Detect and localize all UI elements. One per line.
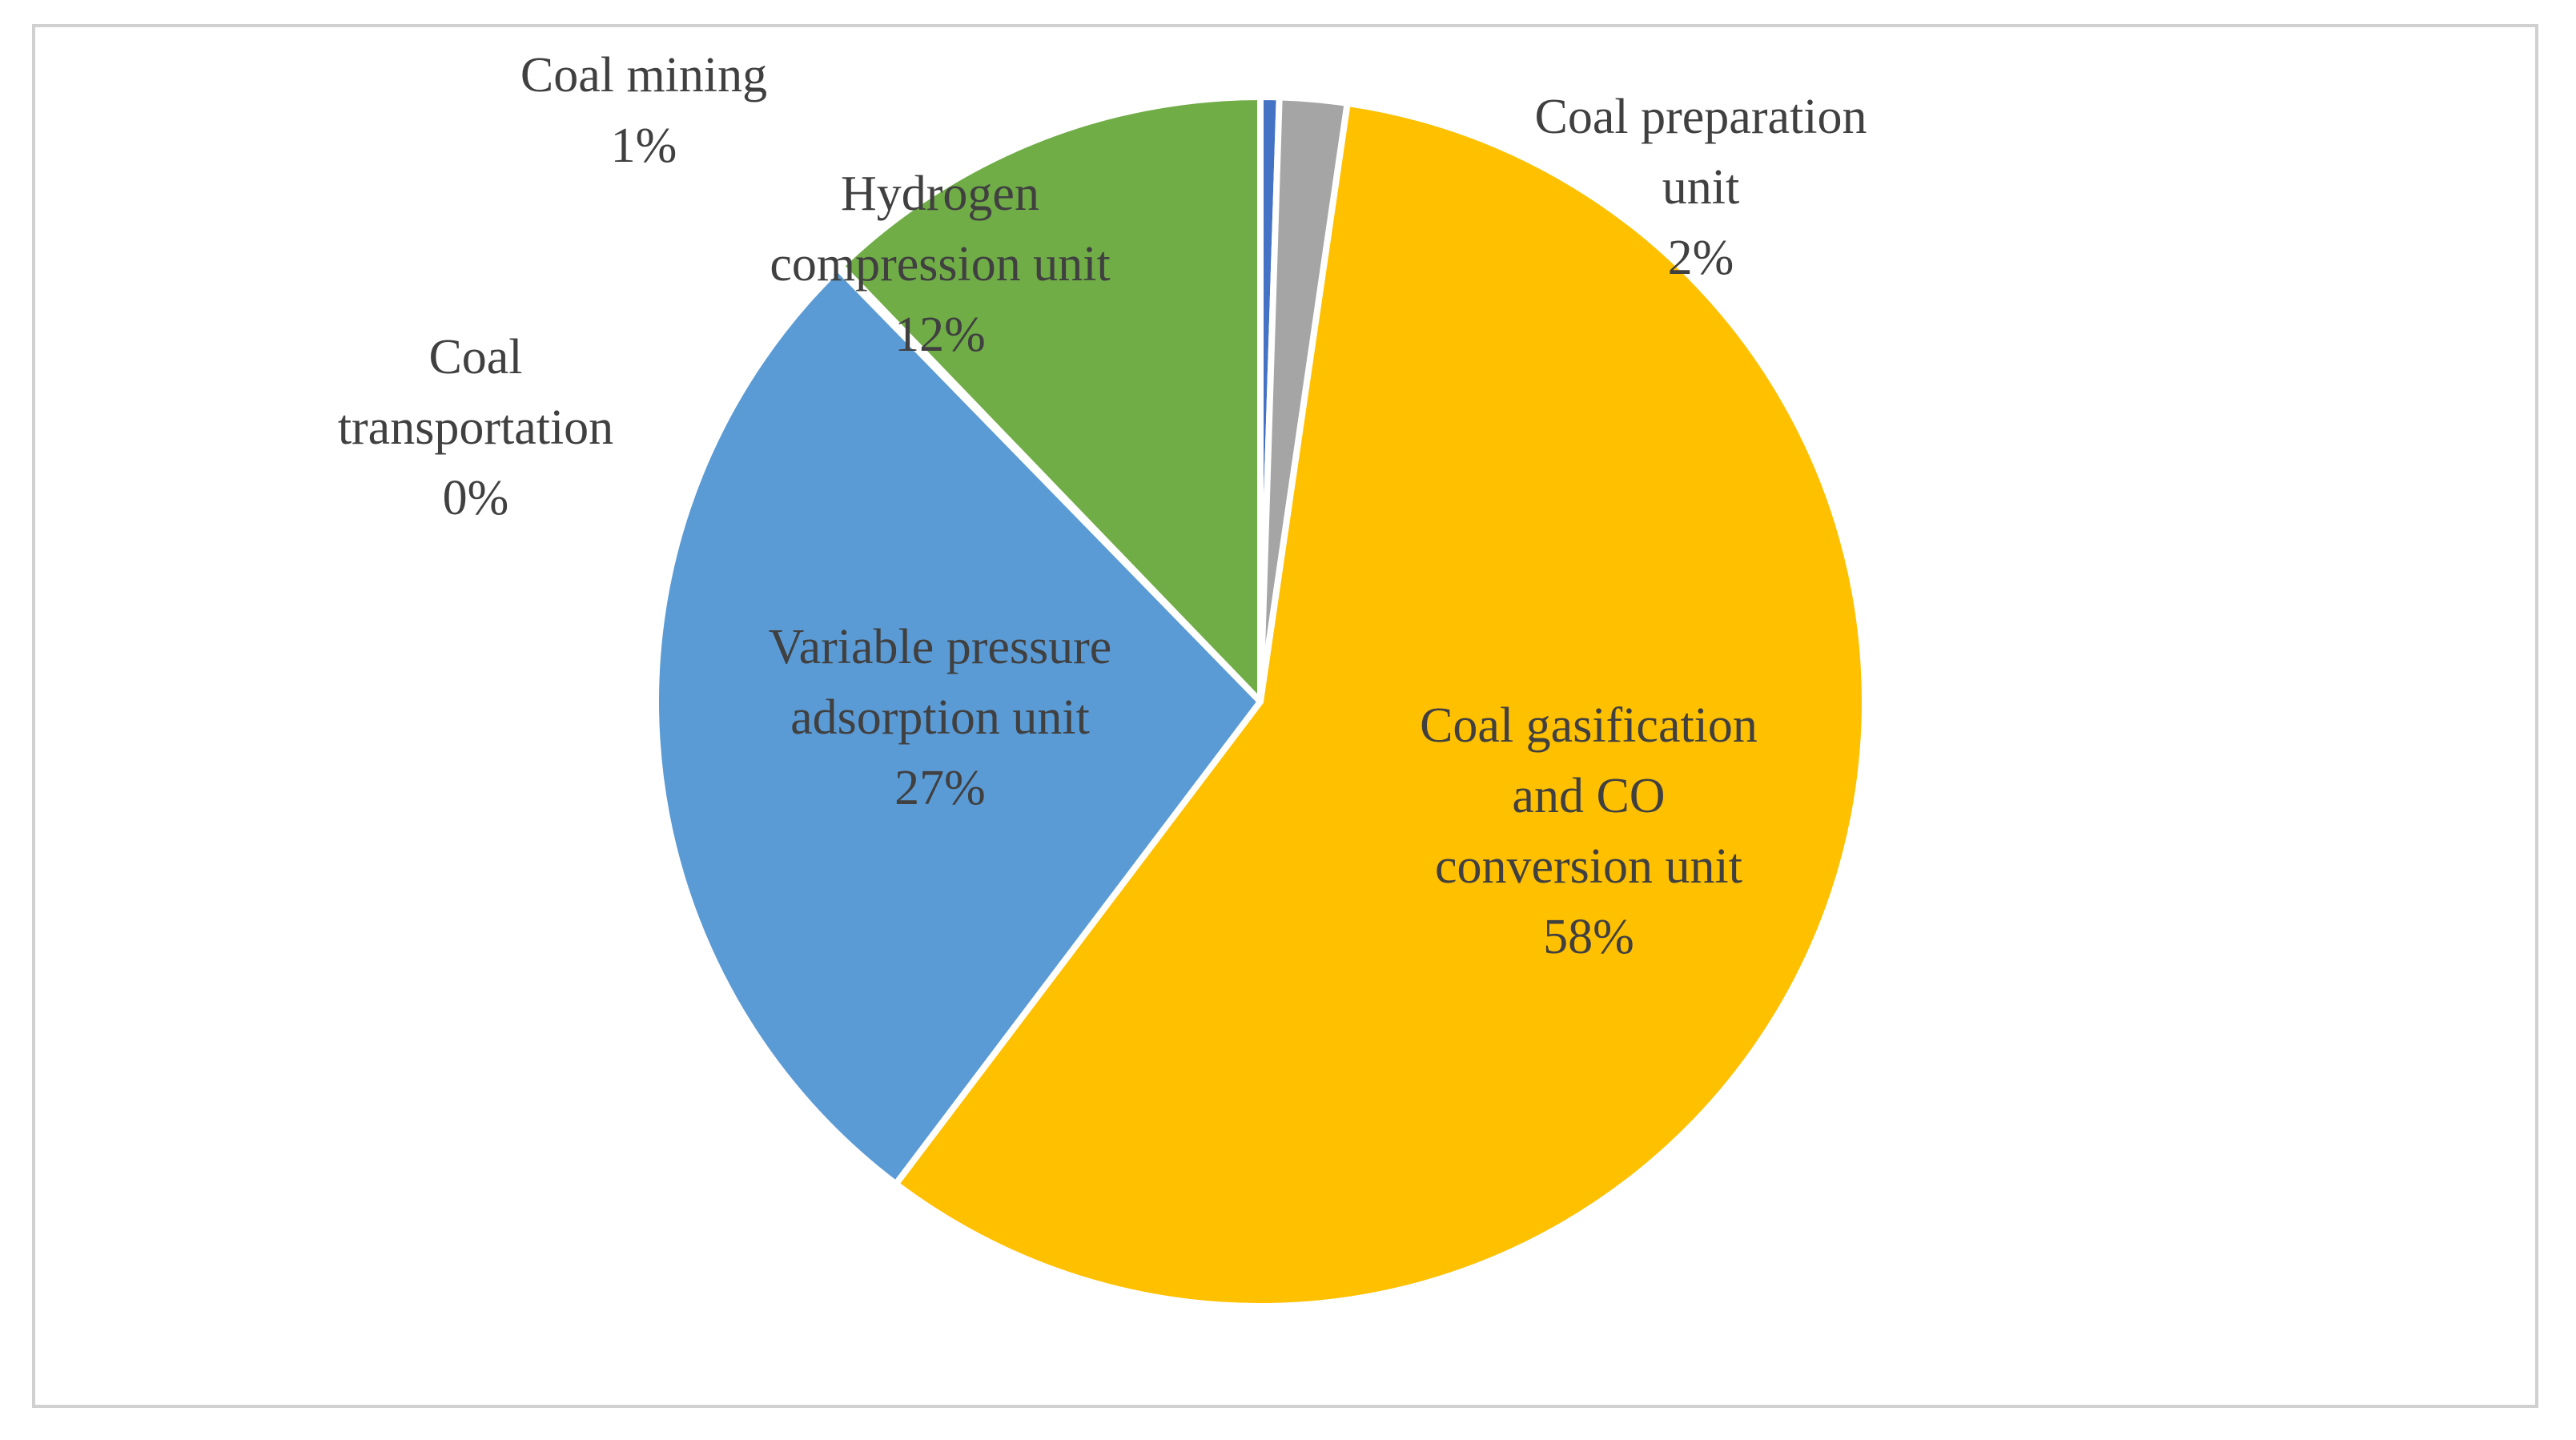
data-label-line: compression unit (770, 237, 1110, 292)
data-label-line: transportation (338, 400, 613, 455)
pie-chart: Coal mining 1%Coal preparation unit 2%Coal … (338, 48, 1868, 1309)
data-label-coal-preparation-unit: Coal preparation unit 2% (1535, 90, 1867, 285)
pie-slice-coal-gasification-and-co-conversion-unit (892, 99, 1868, 1309)
data-label-line: Coal gasification (1420, 698, 1758, 753)
data-label-line: 27% (894, 761, 986, 815)
data-label-line: unit (1662, 160, 1739, 215)
data-label-line: 1% (611, 119, 677, 173)
data-label-line: 12% (894, 308, 986, 362)
data-label-coal-gasification-and-co-conversion-unit: Coal gasification and CO conversion unit 58… (1420, 698, 1758, 964)
data-label-coal-transportation: Coal transportation 0% (338, 330, 613, 525)
pie-slice-hydrogen-compression-unit (838, 94, 1264, 705)
data-label-line: and CO (1512, 769, 1665, 823)
chart-frame: Coal mining 1% Coal preparation unit 2% Coal … (32, 24, 2538, 1408)
data-label-line: adsorption unit (790, 690, 1090, 745)
data-label-line: 2% (1668, 231, 1734, 285)
data-label-line: Coal mining (520, 48, 767, 103)
data-label-line: conversion unit (1435, 839, 1742, 894)
data-label-line: 58% (1543, 910, 1634, 964)
data-label-coal-mining: Coal mining 1% (520, 48, 767, 173)
data-label-line: Coal preparation (1535, 90, 1867, 144)
data-label-hydrogen-compression-unit: Hydrogen compression unit 12% (770, 167, 1110, 362)
data-label-line: 0% (443, 471, 509, 525)
data-label-variable-pressure-adsorption-unit: Variable pressure adsorption unit 27% (769, 620, 1112, 815)
data-label-line: Hydrogen (841, 167, 1039, 221)
data-label-line: Coal (428, 330, 522, 384)
pie-slice-variable-pressure-adsorption-unit (653, 265, 1264, 1188)
data-label-line: Variable pressure (769, 620, 1112, 674)
